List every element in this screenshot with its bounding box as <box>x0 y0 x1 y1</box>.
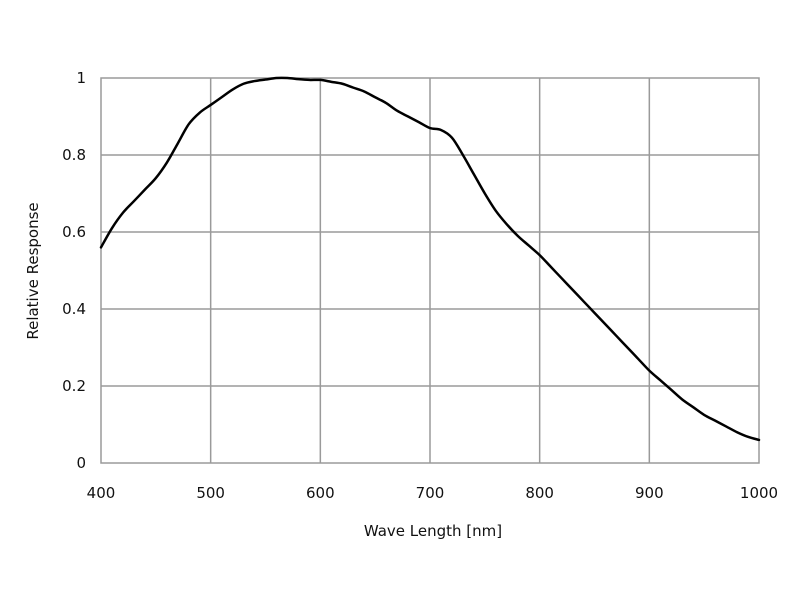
y-tick-labels: 0 0.2 0.4 0.6 0.8 1 <box>62 69 86 472</box>
y-tick-label-4: 0.8 <box>62 146 86 164</box>
x-tick-label-1: 500 <box>196 484 225 502</box>
grid <box>101 78 759 463</box>
series-layer <box>99 76 761 442</box>
y-tick-label-5: 1 <box>76 69 86 87</box>
y-tick-label-1: 0.2 <box>62 377 86 395</box>
x-tick-label-4: 800 <box>525 484 554 502</box>
x-tick-label-2: 600 <box>306 484 335 502</box>
x-tick-label-5: 900 <box>635 484 664 502</box>
y-tick-label-2: 0.4 <box>62 300 86 318</box>
y-tick-label-3: 0.6 <box>62 223 86 241</box>
x-tick-label-0: 400 <box>87 484 116 502</box>
x-tick-label-3: 700 <box>416 484 445 502</box>
y-axis-label: Relative Response <box>24 202 42 339</box>
series-line-0 <box>99 76 761 442</box>
plot-border <box>100 77 760 464</box>
plot-frame <box>100 77 760 464</box>
x-tick-label-6: 1000 <box>740 484 778 502</box>
x-tick-labels: 400 500 600 700 800 900 1000 <box>87 484 778 502</box>
x-axis-label: Wave Length [nm] <box>364 522 502 540</box>
y-tick-label-0: 0 <box>76 454 86 472</box>
